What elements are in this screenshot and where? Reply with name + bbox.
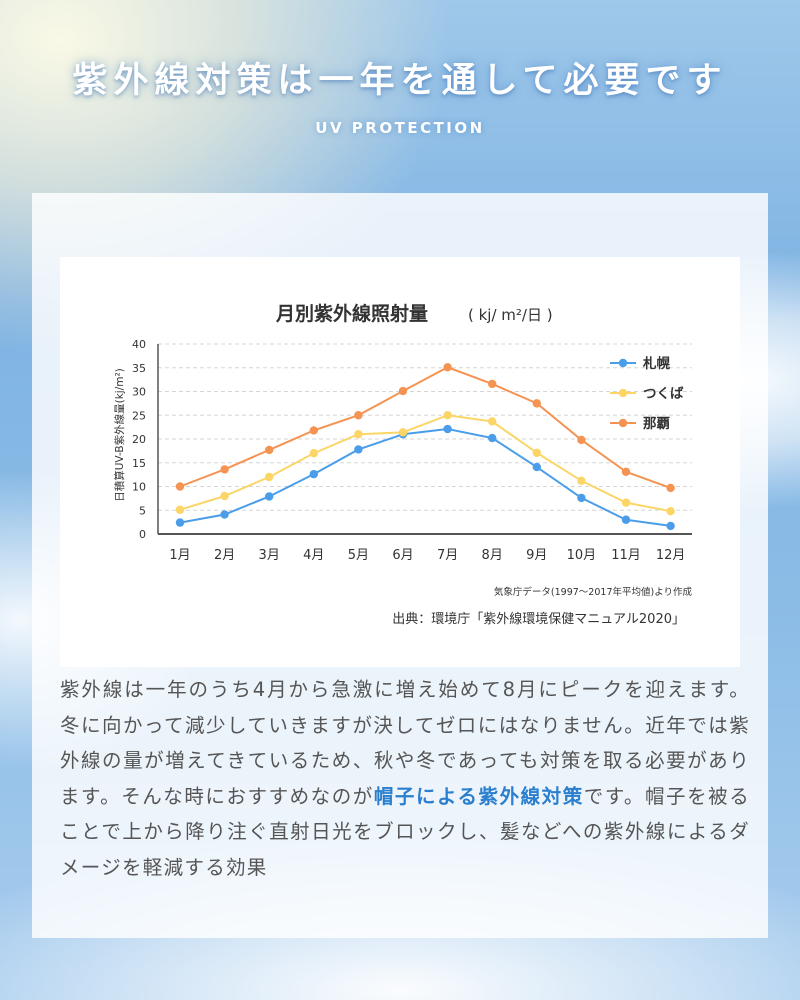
data-point	[398, 428, 408, 437]
page-title: 紫外線対策は一年を通して必要です	[72, 61, 728, 101]
data-point	[354, 430, 363, 439]
legend-label: つくば	[643, 386, 684, 402]
series-line-2	[179, 366, 671, 489]
data-point	[488, 433, 497, 443]
y-axis-label: 日積算UV-B紫外線量(kj/m²)	[113, 368, 126, 502]
legend-marker	[618, 418, 628, 428]
data-point	[532, 399, 541, 408]
data-point	[666, 521, 675, 531]
data-point	[309, 449, 318, 458]
legend-label: 札幌	[642, 355, 671, 372]
y-tick-label: 35	[132, 362, 146, 375]
page-subtitle: UV PROTECTION	[315, 119, 485, 137]
x-tick-label: 1月	[169, 548, 190, 563]
data-point	[532, 448, 541, 457]
uv-chart: 月別紫外線照射量 ( kj/ m²/日 ) 日積算UV-B紫外線量(kj/m²)…	[113, 302, 693, 627]
data-point	[488, 417, 497, 426]
data-point	[175, 482, 185, 491]
legend-label: 那覇	[643, 416, 671, 432]
y-tick-label: 5	[139, 504, 146, 517]
x-tick-label: 12月	[656, 548, 686, 563]
x-tick-label: 7月	[437, 548, 458, 563]
data-point	[621, 498, 631, 507]
y-tick-label: 0	[139, 528, 146, 541]
description-part-1: 紫外線は一年のうち4月から急激に増え始めて8月にピークを迎えます。冬に向かって減…	[60, 678, 750, 808]
y-tick-label: 20	[132, 433, 146, 446]
y-tick-label: 30	[132, 386, 146, 399]
x-tick-label: 6月	[392, 548, 413, 563]
description-part-2: です。帽子を被ることで上から降り注ぐ直射日光をブロックし、髪などへの紫外線による…	[60, 784, 750, 879]
x-tick-label: 10月	[567, 548, 597, 563]
data-point	[577, 476, 586, 485]
data-point	[220, 510, 229, 519]
data-point	[488, 379, 497, 389]
data-point	[309, 469, 318, 479]
data-point	[265, 472, 274, 482]
source-note: 気象庁データ(1997〜2017年平均値)より作成	[494, 586, 693, 598]
data-point	[666, 507, 675, 516]
x-tick-label: 3月	[259, 548, 280, 563]
x-tick-label: 9月	[526, 548, 547, 563]
data-point	[621, 515, 631, 524]
data-point	[220, 491, 229, 501]
legend-marker	[618, 358, 628, 368]
x-tick-label: 11月	[611, 548, 641, 563]
series-line-1	[179, 414, 671, 513]
x-tick-label: 5月	[348, 548, 369, 563]
chart-card: 月別紫外線照射量 ( kj/ m²/日 ) 日積算UV-B紫外線量(kj/m²)…	[60, 257, 740, 667]
x-tick-label: 8月	[482, 548, 503, 563]
data-point	[666, 483, 675, 493]
citation: 出典：環境庁「紫外線環境保健マニュアル2020」	[392, 611, 685, 627]
chart-title: 月別紫外線照射量	[275, 302, 428, 325]
data-point	[443, 363, 452, 372]
data-point	[265, 445, 274, 455]
y-tick-label: 40	[132, 338, 146, 351]
legend-marker	[618, 388, 628, 398]
description-text: 紫外線は一年のうち4月から急激に増え始めて8月にピークを迎えます。冬に向かって減…	[60, 672, 750, 885]
data-point	[354, 445, 363, 454]
data-point	[398, 386, 408, 396]
x-tick-label: 2月	[214, 548, 235, 563]
data-point	[443, 424, 452, 434]
data-point	[577, 493, 586, 503]
data-point	[443, 411, 452, 420]
data-point	[532, 462, 541, 472]
y-tick-label: 15	[132, 457, 146, 470]
x-tick-label: 4月	[303, 548, 324, 563]
data-point	[175, 518, 185, 527]
chart-title-unit: ( kj/ m²/日 )	[468, 306, 553, 324]
data-point	[577, 435, 586, 445]
y-tick-label: 25	[132, 409, 146, 422]
y-tick-label: 10	[132, 481, 146, 494]
data-point	[354, 411, 363, 420]
data-point	[621, 467, 631, 476]
highlight-text: 帽子による紫外線対策	[373, 784, 584, 808]
data-point	[309, 426, 318, 435]
data-point	[265, 492, 274, 501]
series-line-0	[179, 428, 671, 527]
data-point	[175, 505, 185, 514]
data-point	[220, 465, 229, 474]
